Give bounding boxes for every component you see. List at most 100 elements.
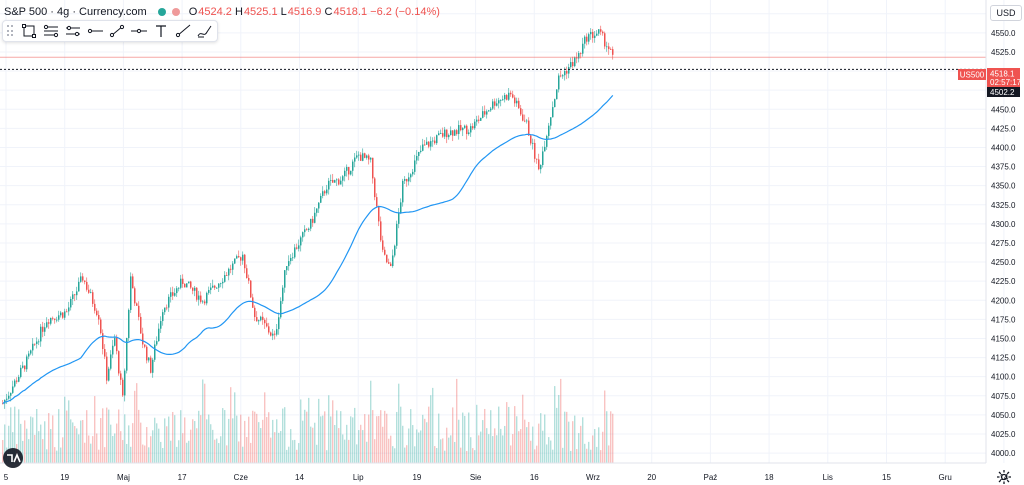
candle-body bbox=[590, 31, 592, 35]
volume-bar bbox=[528, 421, 530, 463]
volume-bar bbox=[460, 447, 462, 463]
volume-bar bbox=[248, 416, 250, 463]
volume-bar bbox=[408, 428, 410, 463]
volume-bar bbox=[344, 439, 346, 463]
volume-bar bbox=[440, 439, 442, 463]
last-price-text: 4518.1 bbox=[990, 70, 1015, 79]
time-tick-label: Wrz bbox=[586, 473, 600, 482]
text-icon[interactable] bbox=[150, 22, 172, 40]
volume-bar bbox=[514, 406, 516, 463]
volume-bar bbox=[92, 436, 94, 463]
candle-body bbox=[482, 111, 484, 118]
volume-bar bbox=[74, 426, 76, 463]
fib-channel-icon[interactable] bbox=[40, 22, 62, 40]
candle-body bbox=[172, 292, 174, 296]
parallel-channel-icon[interactable] bbox=[62, 22, 84, 40]
candle-body bbox=[376, 197, 378, 207]
candle-body bbox=[134, 288, 136, 304]
countdown-text: 02:57:17 bbox=[990, 78, 1022, 87]
candle-body bbox=[434, 140, 436, 144]
volume-bar bbox=[66, 410, 68, 463]
candle-body bbox=[196, 287, 198, 300]
candle-body bbox=[422, 144, 424, 151]
candle-body bbox=[476, 119, 478, 122]
volume-bar bbox=[254, 411, 256, 463]
time-tick-label: 19 bbox=[412, 473, 421, 482]
candle-body bbox=[104, 348, 106, 357]
candle-body bbox=[292, 257, 294, 259]
ray-icon[interactable] bbox=[172, 22, 194, 40]
volume-bar bbox=[574, 415, 576, 463]
candle-body bbox=[610, 49, 612, 50]
symbol-name[interactable]: S&P 500 · 4g · Currency.com bbox=[4, 6, 147, 18]
volume-bar bbox=[596, 446, 598, 463]
horizontal-ray-icon[interactable] bbox=[84, 22, 106, 40]
volume-bar bbox=[338, 428, 340, 463]
volume-bar bbox=[298, 443, 300, 463]
settings-gear-icon[interactable] bbox=[996, 469, 1012, 485]
candle-body bbox=[16, 380, 18, 382]
volume-bar bbox=[224, 410, 226, 463]
volume-bar bbox=[272, 419, 274, 463]
candle-body bbox=[350, 170, 352, 175]
brush-icon[interactable] bbox=[194, 22, 216, 40]
price-tick-label: 4550.0 bbox=[991, 29, 1016, 38]
candle-body bbox=[324, 191, 326, 194]
volume-bar bbox=[484, 408, 486, 463]
volume-bar bbox=[332, 400, 334, 463]
candle-body bbox=[90, 292, 92, 294]
time-tick-label: 17 bbox=[178, 473, 187, 482]
volume-bar bbox=[60, 447, 62, 463]
volume-bar bbox=[86, 410, 88, 463]
candle-body bbox=[454, 130, 456, 136]
volume-bar bbox=[110, 424, 112, 463]
volume-bar bbox=[288, 446, 290, 463]
volume-bar bbox=[184, 417, 186, 463]
candle-body bbox=[404, 179, 406, 181]
volume-bar bbox=[200, 415, 202, 463]
volume-bar bbox=[34, 434, 36, 463]
candle-body bbox=[470, 126, 472, 133]
candle-body bbox=[336, 179, 338, 181]
trend-line-icon[interactable] bbox=[106, 22, 128, 40]
candle-body bbox=[230, 268, 232, 270]
volume-bar bbox=[286, 449, 288, 463]
volume-bar bbox=[258, 422, 260, 463]
volume-bar bbox=[556, 407, 558, 463]
candle-body bbox=[430, 141, 432, 147]
candle-body bbox=[244, 254, 246, 269]
volume-bar bbox=[54, 447, 56, 463]
volume-bar bbox=[232, 418, 234, 463]
volume-bar bbox=[282, 408, 284, 463]
candle-body bbox=[348, 167, 350, 175]
candle-body bbox=[80, 276, 82, 282]
drag-handle-icon[interactable] bbox=[7, 25, 13, 37]
currency-button[interactable]: USD bbox=[990, 5, 1022, 21]
volume-bar bbox=[234, 392, 236, 463]
candle-body bbox=[266, 323, 268, 327]
candle-body bbox=[144, 344, 146, 347]
candle-body bbox=[184, 283, 186, 288]
candle-body bbox=[498, 100, 500, 104]
price-tick-label: 4350.0 bbox=[991, 182, 1016, 191]
tradingview-logo[interactable] bbox=[3, 448, 23, 468]
volume-bar bbox=[544, 414, 546, 463]
volume-bar bbox=[572, 421, 574, 463]
candle-body bbox=[438, 133, 440, 136]
candle-body bbox=[366, 155, 368, 158]
candle-body bbox=[318, 202, 320, 209]
rectangle-select-icon[interactable] bbox=[18, 22, 40, 40]
volume-bar bbox=[290, 429, 292, 463]
horizontal-line-icon[interactable] bbox=[128, 22, 150, 40]
volume-bar bbox=[352, 417, 354, 463]
candle-body bbox=[24, 365, 26, 370]
candle-body bbox=[572, 62, 574, 67]
candle-body bbox=[548, 125, 550, 136]
candle-body bbox=[612, 49, 614, 55]
volume-bar bbox=[146, 427, 148, 463]
volume-bar bbox=[452, 407, 454, 463]
volume-bar bbox=[342, 434, 344, 463]
candle-body bbox=[238, 256, 240, 258]
candle-body bbox=[22, 365, 24, 368]
